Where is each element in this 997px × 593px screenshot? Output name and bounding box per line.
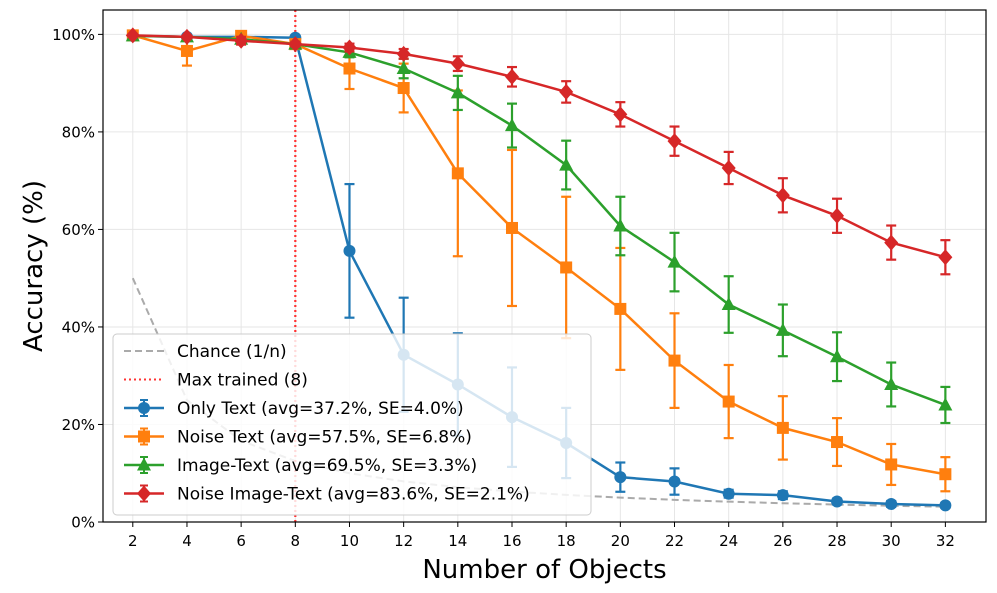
x-tick-label: 20 bbox=[611, 532, 630, 550]
legend-label: Noise Text (avg=57.5%, SE=6.8%) bbox=[177, 428, 472, 448]
data-point bbox=[939, 499, 952, 512]
legend-label: Image-Text (avg=69.5%, SE=3.3%) bbox=[177, 456, 477, 476]
x-tick-label: 10 bbox=[340, 532, 359, 550]
data-point bbox=[667, 254, 682, 268]
x-tick-label: 2 bbox=[128, 532, 138, 550]
y-tick-label: 40% bbox=[62, 318, 95, 336]
data-point bbox=[396, 45, 411, 62]
y-tick-label: 0% bbox=[71, 514, 95, 532]
data-point bbox=[667, 133, 682, 150]
data-point bbox=[721, 297, 736, 311]
data-point bbox=[180, 44, 193, 57]
y-tick-label: 100% bbox=[52, 26, 95, 44]
data-point bbox=[342, 39, 357, 56]
data-point bbox=[831, 495, 844, 508]
data-point bbox=[776, 489, 789, 502]
x-tick-label: 18 bbox=[557, 532, 576, 550]
data-point bbox=[559, 157, 574, 171]
data-point bbox=[613, 106, 628, 123]
data-point bbox=[450, 55, 465, 72]
data-point bbox=[939, 468, 952, 481]
data-point bbox=[885, 458, 898, 471]
data-point bbox=[288, 36, 303, 53]
x-tick-label: 24 bbox=[719, 532, 738, 550]
legend-marker bbox=[137, 485, 151, 502]
x-tick-label: 12 bbox=[394, 532, 413, 550]
data-point bbox=[179, 28, 194, 45]
data-point bbox=[613, 218, 628, 232]
data-point bbox=[343, 62, 356, 75]
data-point bbox=[775, 322, 790, 336]
y-axis-title: Accuracy (%) bbox=[19, 180, 49, 352]
data-point bbox=[505, 221, 518, 234]
data-point bbox=[722, 395, 735, 408]
y-tick-label: 80% bbox=[62, 123, 95, 141]
data-point bbox=[125, 27, 140, 44]
x-tick-label: 14 bbox=[448, 532, 467, 550]
data-point bbox=[776, 421, 789, 434]
data-point bbox=[884, 376, 899, 390]
data-point bbox=[450, 85, 465, 99]
legend-entry: Noise Image-Text (avg=83.6%, SE=2.1%) bbox=[124, 484, 530, 505]
x-tick-label: 22 bbox=[665, 532, 684, 550]
legend-label: Noise Image-Text (avg=83.6%, SE=2.1%) bbox=[177, 485, 530, 505]
data-point bbox=[560, 261, 573, 274]
x-tick-label: 4 bbox=[182, 532, 192, 550]
y-tick-label: 60% bbox=[62, 221, 95, 239]
x-tick-label: 16 bbox=[502, 532, 521, 550]
data-point bbox=[722, 487, 735, 500]
legend-entry: Max trained (8) bbox=[124, 371, 308, 391]
x-tick-label: 26 bbox=[773, 532, 792, 550]
data-point bbox=[938, 249, 953, 266]
legend-entry: Image-Text (avg=69.5%, SE=3.3%) bbox=[124, 456, 477, 476]
data-point bbox=[504, 118, 519, 132]
data-point bbox=[504, 68, 519, 85]
chance-reference-line bbox=[131, 277, 946, 508]
data-point bbox=[721, 159, 736, 176]
legend-entry: Chance (1/n) bbox=[124, 342, 287, 362]
x-tick-label: 8 bbox=[291, 532, 301, 550]
data-point bbox=[451, 167, 464, 180]
data-point bbox=[668, 354, 681, 367]
legend-label: Chance (1/n) bbox=[177, 342, 287, 362]
plot-frame bbox=[102, 9, 987, 523]
series-4 bbox=[125, 27, 953, 276]
data-point bbox=[884, 234, 899, 251]
data-point bbox=[397, 82, 410, 95]
data-point bbox=[614, 302, 627, 315]
data-point bbox=[559, 83, 574, 100]
x-tick-label: 28 bbox=[827, 532, 846, 550]
legend-label: Max trained (8) bbox=[177, 371, 308, 391]
x-tick-label: 32 bbox=[936, 532, 955, 550]
legend-marker bbox=[137, 457, 151, 471]
legend-entry: Noise Text (avg=57.5%, SE=6.8%) bbox=[124, 427, 472, 448]
legend-label: Only Text (avg=37.2%, SE=4.0%) bbox=[177, 399, 464, 419]
x-tick-label: 6 bbox=[236, 532, 246, 550]
data-point bbox=[938, 397, 953, 411]
axis-ticks: 2 4 6 8 10 12 14 16 18 20 22 24 26 28 30 320%20%40%60%8… bbox=[52, 26, 955, 550]
data-point bbox=[775, 187, 790, 204]
x-axis-title: Number of Objects bbox=[422, 555, 666, 585]
legend-box bbox=[112, 333, 592, 516]
data-point bbox=[885, 497, 898, 510]
data-point bbox=[343, 244, 356, 257]
data-point bbox=[668, 475, 681, 488]
y-tick-label: 20% bbox=[62, 416, 95, 434]
series-group bbox=[125, 27, 953, 512]
data-point bbox=[396, 61, 411, 75]
chance-line bbox=[131, 277, 946, 508]
data-point bbox=[614, 471, 627, 484]
series-line bbox=[132, 34, 946, 476]
data-point bbox=[830, 349, 845, 363]
data-point bbox=[234, 32, 249, 49]
data-point bbox=[831, 436, 844, 449]
x-tick-label: 30 bbox=[882, 532, 901, 550]
data-point bbox=[830, 207, 845, 224]
legend: Chance (1/n) Max trained (8) Only Text (av… bbox=[112, 333, 592, 516]
legend-marker bbox=[138, 402, 150, 414]
legend-entry: Only Text (avg=37.2%, SE=4.0%) bbox=[124, 399, 464, 419]
series-line bbox=[132, 34, 946, 259]
legend-marker bbox=[138, 430, 150, 443]
